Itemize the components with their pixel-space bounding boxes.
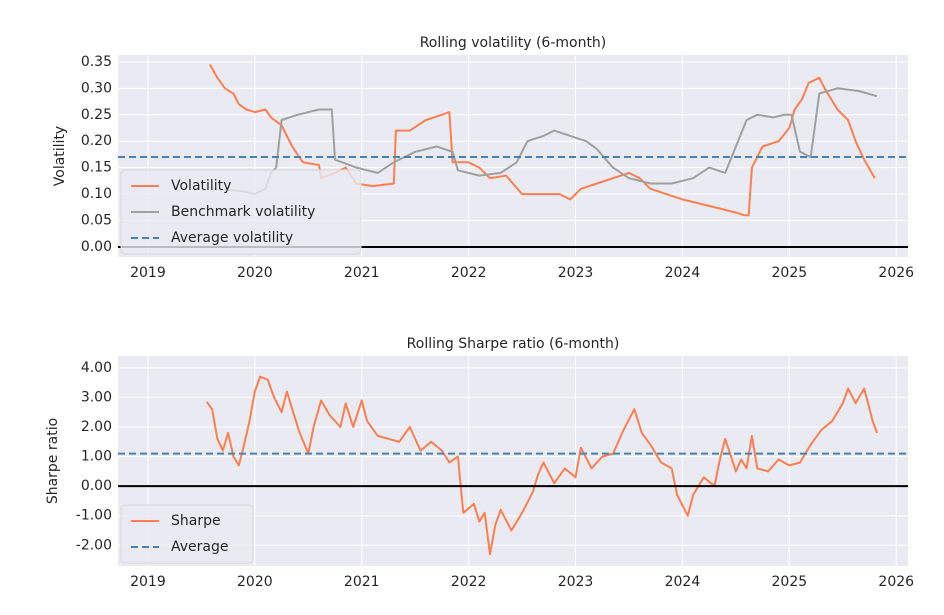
x-tick-label: 2021	[344, 574, 380, 590]
y-tick-label: -2.00	[76, 537, 112, 553]
y-tick-label: 3.00	[81, 389, 112, 405]
legend-label: Sharpe	[171, 513, 221, 529]
y-tick-label: 0.10	[81, 186, 112, 202]
x-tick-label: 2023	[558, 574, 594, 590]
x-tick-label: 2026	[878, 265, 914, 281]
chart-title: Rolling volatility (6-month)	[420, 35, 607, 51]
legend-label: Average volatility	[171, 230, 293, 246]
data-line	[212, 87, 878, 196]
data-line	[205, 375, 878, 556]
chart-title: Rolling Sharpe ratio (6-month)	[407, 336, 620, 352]
y-tick-label: 0.00	[81, 478, 112, 494]
legend-label: Average	[171, 539, 229, 555]
x-tick-label: 2021	[344, 265, 380, 281]
series-group	[118, 64, 908, 217]
x-tick-label: 2020	[237, 265, 273, 281]
x-tick-label: 2023	[558, 265, 594, 281]
legend-box	[120, 504, 254, 564]
x-tick-label: 2020	[237, 574, 273, 590]
y-tick-label: 0.20	[81, 133, 112, 149]
y-tick-label: 1.00	[81, 449, 112, 465]
legend-label: Volatility	[171, 178, 231, 194]
legend-label: Benchmark volatility	[171, 204, 315, 220]
y-tick-label: 0.35	[81, 54, 112, 70]
series-group	[118, 375, 908, 556]
y-tick-label: 0.15	[81, 160, 112, 176]
x-tick-label: 2019	[130, 574, 166, 590]
x-tick-label: 2025	[772, 265, 808, 281]
y-tick-label: -1.00	[76, 508, 112, 524]
y-tick-label: 2.00	[81, 419, 112, 435]
y-axis-label: Sharpe ratio	[45, 418, 61, 504]
x-tick-label: 2024	[665, 574, 701, 590]
x-tick-label: 2022	[451, 265, 487, 281]
y-tick-label: 0.00	[81, 239, 112, 255]
y-tick-label: 0.30	[81, 80, 112, 96]
x-tick-label: 2019	[130, 265, 166, 281]
x-tick-label: 2025	[772, 574, 808, 590]
y-tick-label: 0.05	[81, 213, 112, 229]
x-tick-label: 2022	[451, 574, 487, 590]
x-tick-label: 2026	[878, 574, 914, 590]
y-tick-label: 0.25	[81, 107, 112, 123]
y-axis-label: Volatility	[52, 126, 68, 186]
legend-box	[120, 169, 362, 255]
x-tick-label: 2024	[665, 265, 701, 281]
data-line	[209, 64, 876, 217]
y-tick-label: 4.00	[81, 360, 112, 376]
